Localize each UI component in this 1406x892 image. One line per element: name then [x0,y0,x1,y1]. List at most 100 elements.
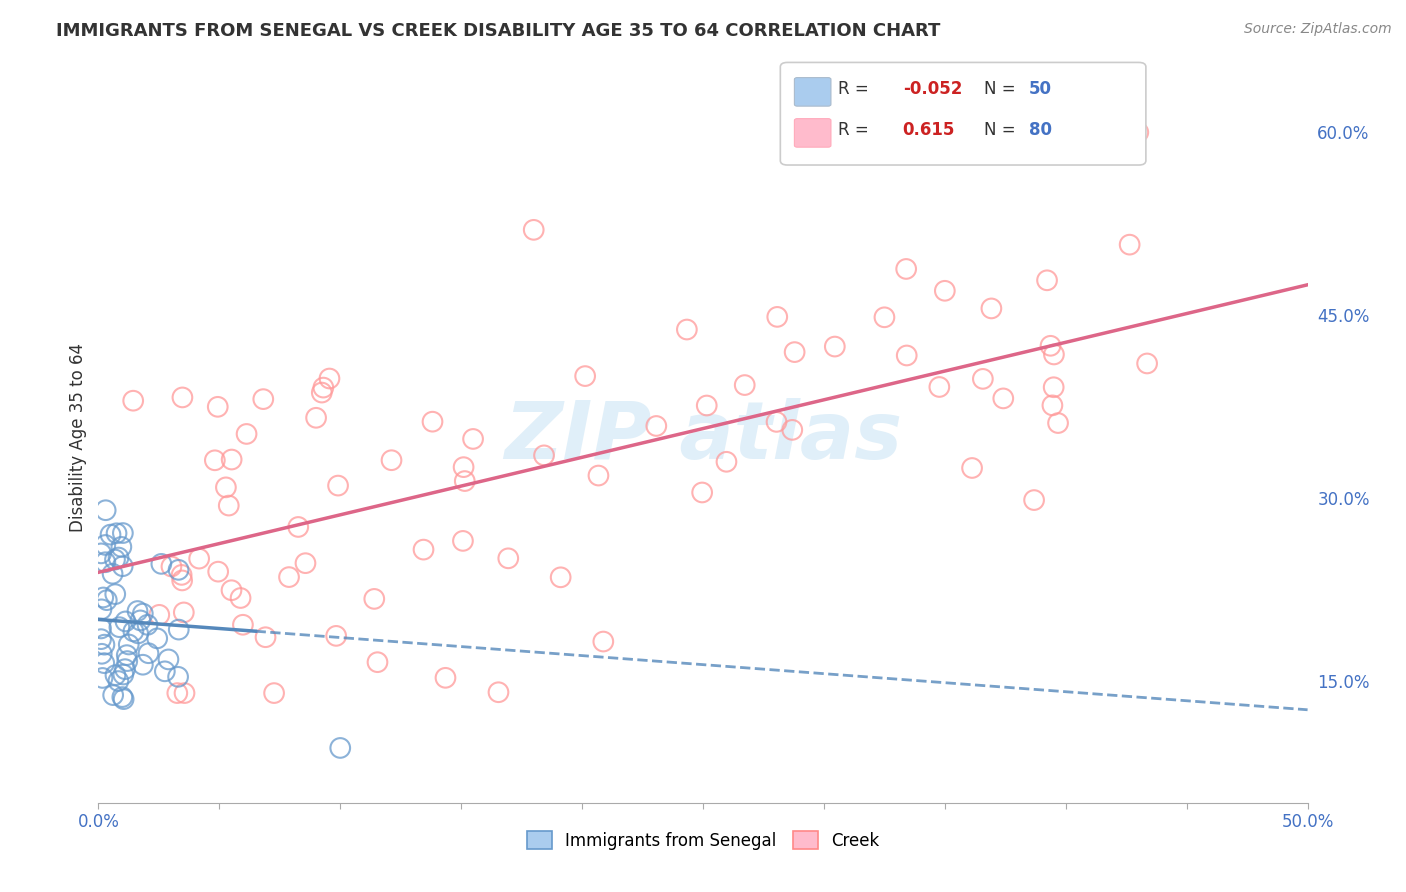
Point [167,563,190,577]
Point [928,380,950,394]
Point [980,301,1002,316]
Point [451,533,474,548]
Point [111,526,134,541]
Point [93,656,115,670]
Point [326,478,349,492]
Text: ZIP atlas: ZIP atlas [503,398,903,476]
Point [434,671,457,685]
Point [676,322,699,336]
Point [172,574,194,588]
Point [104,587,127,601]
Point [112,692,135,706]
Point [204,453,226,467]
Point [132,657,155,672]
Point [780,423,803,437]
Point [496,551,519,566]
Legend: Immigrants from Senegal, Creek: Immigrants from Senegal, Creek [520,824,886,856]
Text: -0.052: -0.052 [903,80,962,98]
Point [312,381,335,395]
Point [115,648,138,662]
Point [167,670,190,684]
Text: R =: R = [838,80,875,98]
Point [173,686,195,700]
Point [1022,493,1045,508]
Point [157,652,180,666]
Point [1039,339,1062,353]
Point [104,668,127,682]
Point [90,602,112,616]
Point [318,371,340,385]
Point [592,634,614,648]
Point [550,570,572,584]
Point [215,480,238,494]
Point [112,667,135,681]
Point [94,538,117,552]
Point [122,393,145,408]
Text: Source: ZipAtlas.com: Source: ZipAtlas.com [1244,22,1392,37]
Point [166,686,188,700]
Text: N =: N = [984,80,1021,98]
Point [734,378,756,392]
Point [127,604,149,618]
Point [94,555,117,569]
Point [766,310,789,324]
Text: 80: 80 [1029,121,1052,139]
Point [96,593,118,607]
Point [254,630,277,644]
Point [90,632,112,647]
Point [380,453,402,467]
Point [783,345,806,359]
Point [311,385,333,400]
Point [366,655,388,669]
Point [325,629,347,643]
Point [107,550,129,565]
Point [461,432,484,446]
Point [90,647,112,661]
Point [1047,416,1070,430]
Text: 50: 50 [1029,80,1052,98]
Point [252,392,274,406]
Point [111,690,134,704]
Point [873,310,896,325]
Point [696,399,718,413]
Point [765,415,787,429]
Point [454,474,477,488]
Point [305,410,328,425]
Point [1043,347,1066,361]
Point [114,615,136,629]
Point [207,565,229,579]
Point [90,546,112,560]
Text: R =: R = [838,121,875,139]
Point [90,622,112,636]
Point [993,392,1015,406]
Point [91,671,114,685]
Point [1136,356,1159,370]
Point [523,223,546,237]
Point [645,419,668,434]
Point [232,617,254,632]
Text: IMMIGRANTS FROM SENEGAL VS CREEK DISABILITY AGE 35 TO 64 CORRELATION CHART: IMMIGRANTS FROM SENEGAL VS CREEK DISABIL… [56,22,941,40]
Point [160,559,183,574]
Point [91,591,114,605]
Point [363,591,385,606]
Point [960,461,983,475]
Point [1128,125,1150,139]
Point [93,638,115,652]
Point [150,557,173,571]
Point [1042,380,1064,394]
Point [172,391,194,405]
Point [278,570,301,584]
Point [294,556,316,570]
Point [129,614,152,628]
Point [105,526,128,541]
Point [100,527,122,541]
Point [148,607,170,622]
Point [588,468,610,483]
Point [111,559,134,574]
Text: N =: N = [984,121,1021,139]
Point [229,591,252,605]
Point [422,415,444,429]
Point [107,674,129,689]
Point [235,426,257,441]
Point [574,369,596,384]
